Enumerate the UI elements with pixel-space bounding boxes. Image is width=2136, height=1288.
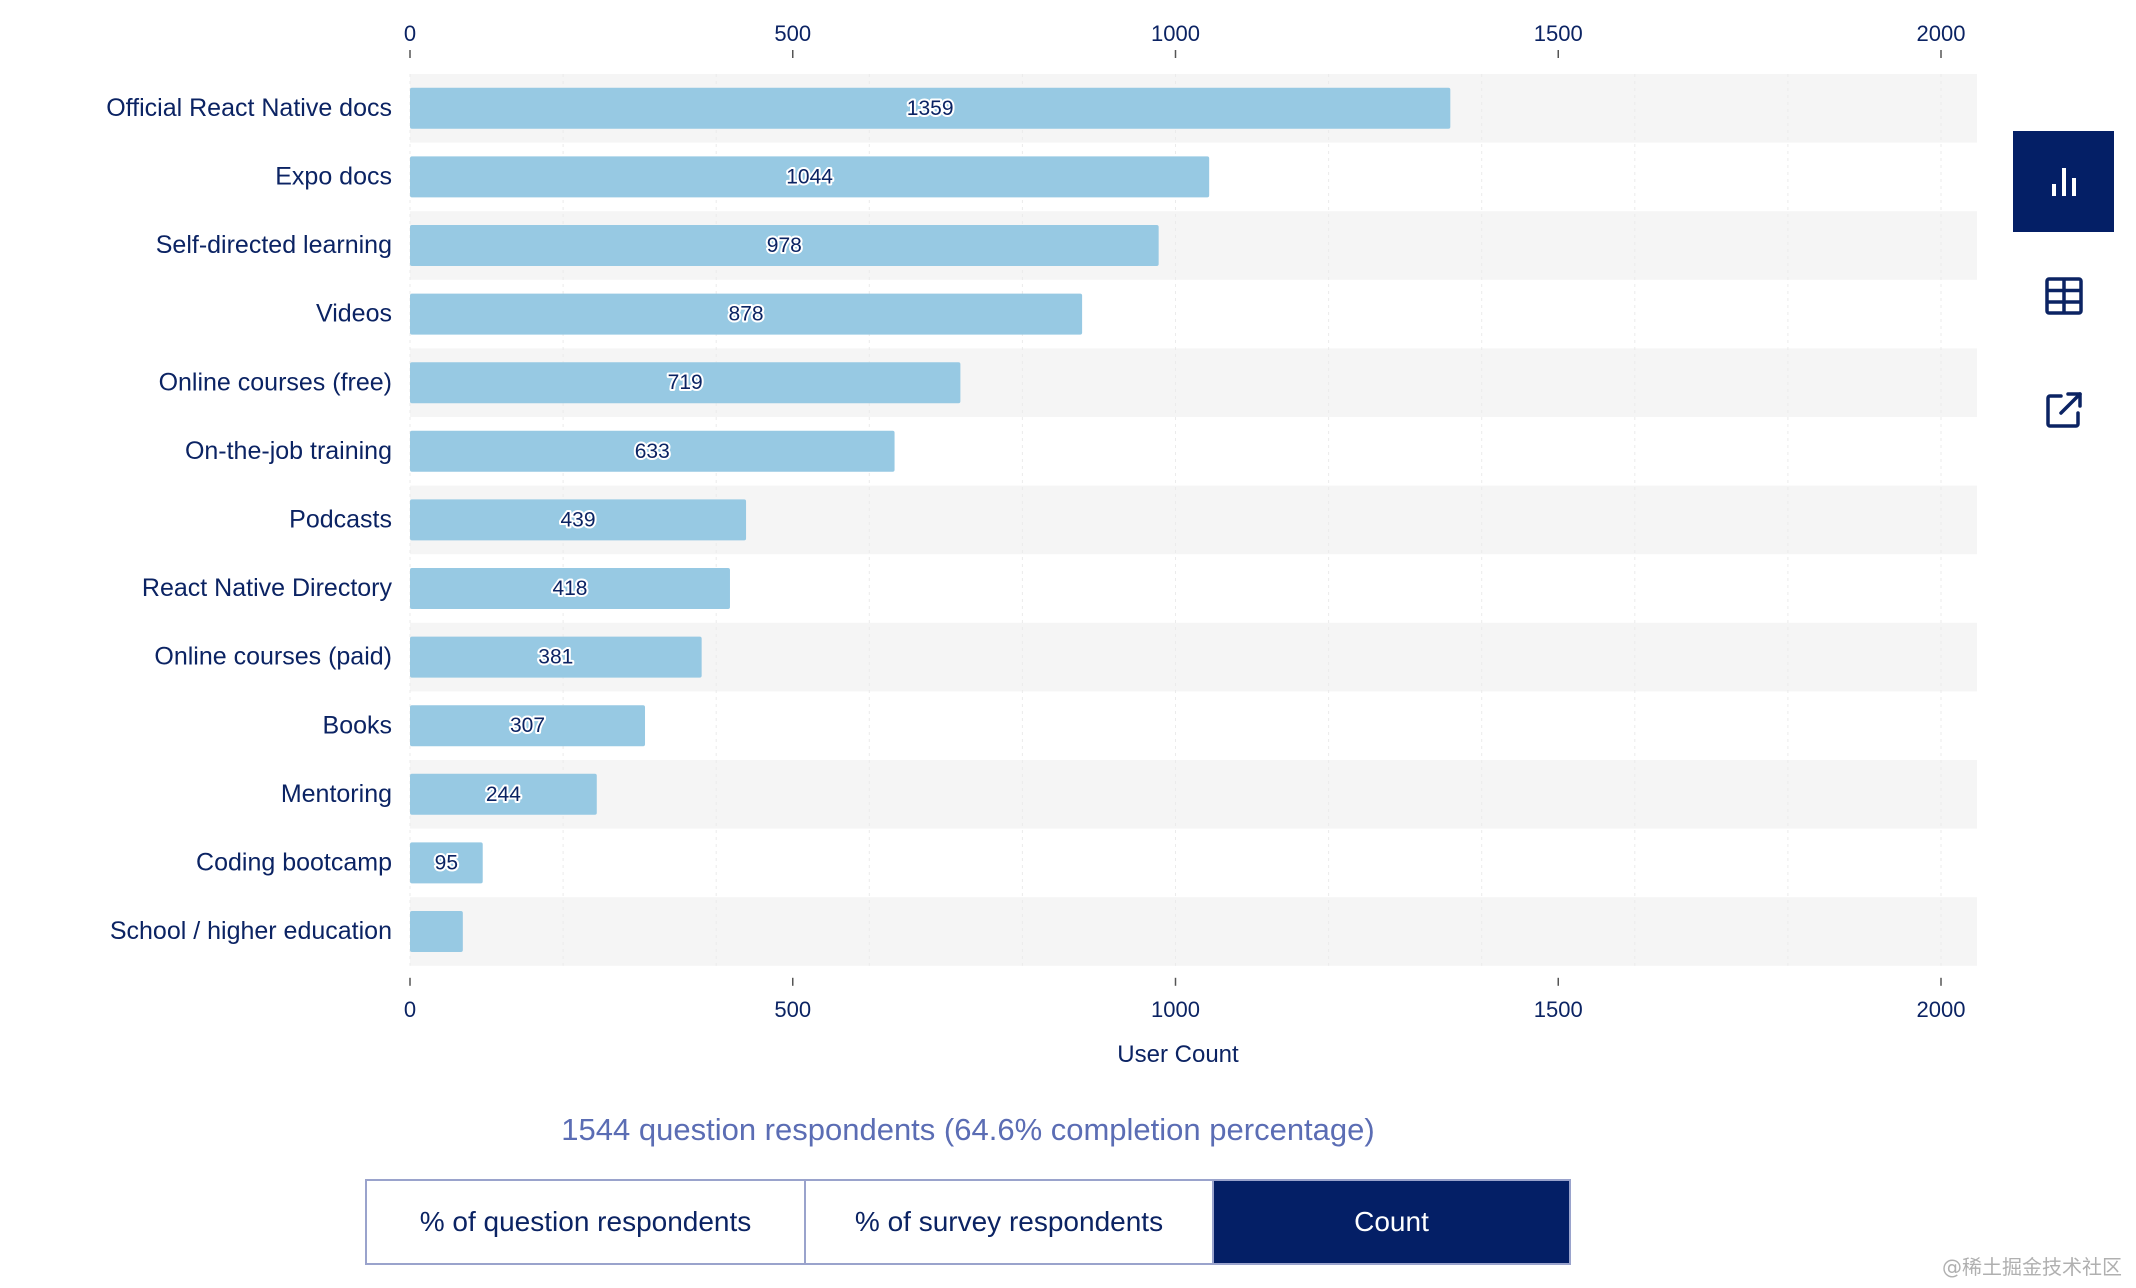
external-link-icon: [2045, 391, 2082, 428]
row-band: [410, 897, 1977, 966]
respondents-summary: 1544 question respondents (64.6% complet…: [561, 1112, 1375, 1147]
value-label: 1359: [907, 97, 954, 120]
bar: [410, 568, 730, 609]
value-label: 978: [767, 234, 802, 257]
x-tick-label-bottom: 1000: [1151, 997, 1200, 1022]
table-view-button[interactable]: [2013, 245, 2114, 346]
value-label: 633: [635, 440, 670, 463]
bar: [410, 87, 1451, 129]
x-tick-label-bottom: 0: [404, 997, 416, 1022]
category-label: On-the-job training: [185, 437, 392, 465]
x-tick-label-top: 500: [774, 21, 811, 46]
bar-chart-icon: [2051, 167, 2076, 196]
percent-question-respondents-button[interactable]: % of question respondents: [367, 1181, 804, 1263]
view-toolbar: [2013, 131, 2114, 473]
x-tick-label-top: 1000: [1151, 21, 1200, 46]
category-label: Online courses (free): [159, 368, 392, 396]
bottom-axis: 0 500 1000 1500 2000: [404, 977, 1966, 1022]
category-label: Books: [323, 711, 392, 739]
bar: [410, 911, 463, 952]
bar: [410, 636, 702, 678]
bar: [410, 156, 1210, 198]
top-axis: 0 500 1000 1500 2000: [404, 21, 1966, 58]
value-label: 244: [486, 783, 521, 806]
percent-survey-respondents-button[interactable]: % of survey respondents: [804, 1181, 1212, 1263]
bars: [410, 87, 1451, 952]
bar: [410, 430, 895, 472]
category-label: Mentoring: [281, 780, 392, 808]
bar: [410, 225, 1159, 266]
value-label: 307: [510, 714, 545, 737]
unit-toggle-group: % of question respondents % of survey re…: [365, 1179, 1571, 1265]
category-label: Self-directed learning: [156, 231, 392, 259]
bar: [410, 362, 961, 404]
category-label: Podcasts: [289, 506, 392, 534]
bar: [410, 705, 646, 747]
x-tick-label-bottom: 500: [774, 997, 811, 1022]
category-label: School / higher education: [110, 917, 392, 945]
x-tick-label-top: 1500: [1534, 21, 1583, 46]
bar: [410, 773, 597, 815]
category-label: React Native Directory: [142, 574, 393, 602]
value-label: 95: [435, 851, 458, 874]
value-label: 1044: [786, 165, 833, 188]
gridlines: [409, 74, 1942, 966]
x-tick-label-bottom: 1500: [1534, 997, 1583, 1022]
category-label: Videos: [316, 300, 392, 328]
bar: [410, 499, 747, 541]
bar-chart: 0 500 1000 1500 2000 0 500 1000 1500 2000 Offici…: [106, 21, 1977, 1068]
value-label: 439: [561, 508, 596, 531]
value-labels: 1359 1044 978 878 719 633 439 418 381 307 244 95: [433, 95, 956, 877]
category-label: Coding bootcamp: [196, 849, 392, 877]
export-button[interactable]: [2013, 359, 2114, 460]
category-label: Online courses (paid): [154, 643, 392, 671]
x-tick-label-top: 2000: [1917, 21, 1966, 46]
value-label: 381: [538, 646, 573, 669]
watermark: @稀土掘金技术社区: [1942, 1255, 2122, 1279]
count-button[interactable]: Count: [1212, 1181, 1569, 1263]
bar: [410, 842, 483, 884]
chart-view-button[interactable]: [2013, 131, 2114, 232]
category-labels: Official React Native docs Expo docs Self-…: [106, 94, 392, 945]
value-label: 418: [552, 577, 587, 600]
value-label: 878: [729, 303, 764, 326]
x-tick-label-top: 0: [404, 21, 416, 46]
category-label: Expo docs: [275, 163, 392, 191]
value-label: 719: [668, 371, 703, 394]
x-tick-label-bottom: 2000: [1917, 997, 1966, 1022]
x-axis-title: User Count: [1117, 1041, 1239, 1068]
table-icon: [2044, 276, 2083, 315]
row-band: [410, 760, 1977, 829]
category-label: Official React Native docs: [106, 94, 392, 122]
bar: [410, 293, 1083, 335]
